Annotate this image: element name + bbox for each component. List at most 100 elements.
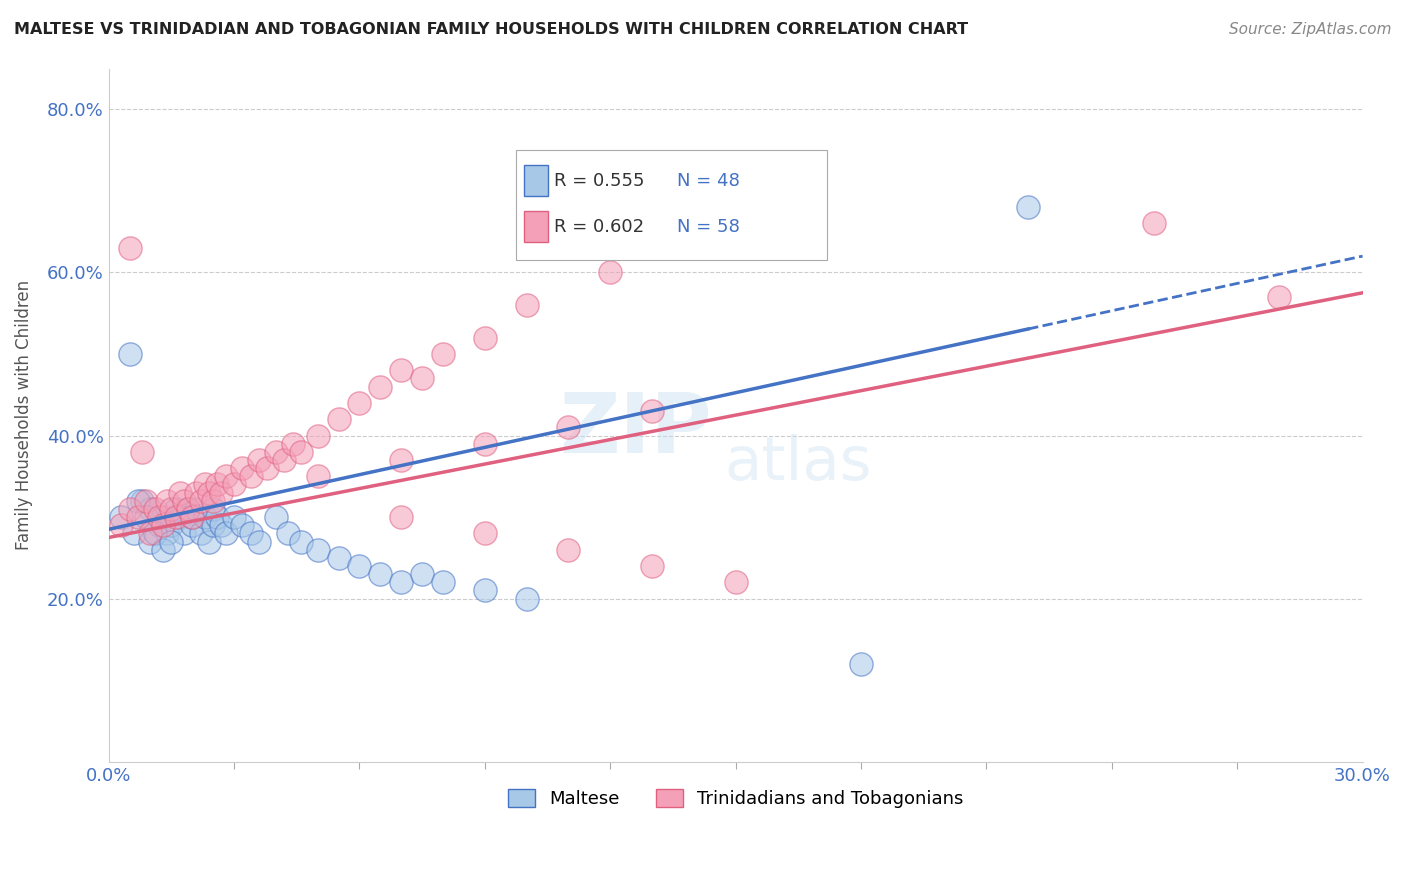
Point xyxy=(131,493,153,508)
Point xyxy=(143,526,166,541)
Text: R = 0.602: R = 0.602 xyxy=(554,218,644,235)
Point xyxy=(247,453,270,467)
Text: N = 58: N = 58 xyxy=(678,218,740,235)
Point xyxy=(118,502,141,516)
Point xyxy=(231,461,253,475)
Point xyxy=(118,241,141,255)
Point xyxy=(277,526,299,541)
Point xyxy=(202,518,225,533)
Point xyxy=(349,396,371,410)
Point xyxy=(474,331,496,345)
Point xyxy=(152,518,174,533)
Point xyxy=(177,502,200,516)
Point xyxy=(139,526,162,541)
Point xyxy=(349,559,371,574)
Point xyxy=(264,510,287,524)
Point xyxy=(127,493,149,508)
Point xyxy=(641,404,664,418)
Point xyxy=(307,469,329,483)
Text: MALTESE VS TRINIDADIAN AND TOBAGONIAN FAMILY HOUSEHOLDS WITH CHILDREN CORRELATIO: MALTESE VS TRINIDADIAN AND TOBAGONIAN FA… xyxy=(14,22,969,37)
Point xyxy=(474,583,496,598)
Point xyxy=(202,502,225,516)
Point xyxy=(281,436,304,450)
Point xyxy=(307,428,329,442)
Point xyxy=(160,502,183,516)
Point xyxy=(328,550,350,565)
Point xyxy=(474,436,496,450)
Point xyxy=(307,542,329,557)
Point xyxy=(139,502,162,516)
Legend: Maltese, Trinidadians and Tobagonians: Maltese, Trinidadians and Tobagonians xyxy=(501,781,970,815)
Point xyxy=(207,510,229,524)
Point xyxy=(165,502,187,516)
Text: N = 48: N = 48 xyxy=(678,172,740,190)
Point xyxy=(165,510,187,524)
Point xyxy=(231,518,253,533)
Text: Source: ZipAtlas.com: Source: ZipAtlas.com xyxy=(1229,22,1392,37)
Point xyxy=(1268,290,1291,304)
Point xyxy=(177,502,200,516)
Point xyxy=(110,510,132,524)
Point xyxy=(222,477,245,491)
Point xyxy=(432,347,454,361)
Point xyxy=(389,575,412,590)
Text: atlas: atlas xyxy=(724,434,872,493)
Text: ZIP: ZIP xyxy=(560,389,711,469)
Point xyxy=(474,526,496,541)
Point xyxy=(557,420,579,434)
Point xyxy=(202,493,225,508)
Point xyxy=(181,518,204,533)
Point xyxy=(148,510,170,524)
Point xyxy=(389,510,412,524)
Point xyxy=(156,526,179,541)
Point xyxy=(247,534,270,549)
Point xyxy=(211,518,233,533)
Point xyxy=(411,371,433,385)
Point xyxy=(173,493,195,508)
Point xyxy=(256,461,278,475)
Point xyxy=(557,542,579,557)
Point xyxy=(766,208,789,222)
Point xyxy=(290,534,312,549)
Point xyxy=(122,526,145,541)
Point xyxy=(1142,217,1164,231)
Point xyxy=(194,510,217,524)
Point xyxy=(169,485,191,500)
Point xyxy=(135,510,157,524)
Point xyxy=(198,485,221,500)
Point xyxy=(181,510,204,524)
Point xyxy=(724,575,747,590)
Point xyxy=(194,477,217,491)
Point xyxy=(239,526,262,541)
Point xyxy=(368,379,391,393)
Point xyxy=(214,469,236,483)
Point xyxy=(328,412,350,426)
Point xyxy=(516,591,538,606)
Point xyxy=(432,575,454,590)
Point xyxy=(207,477,229,491)
Point xyxy=(211,485,233,500)
Point xyxy=(143,502,166,516)
Point xyxy=(190,526,212,541)
Point xyxy=(368,567,391,582)
Point xyxy=(160,534,183,549)
Point xyxy=(131,445,153,459)
Point xyxy=(148,518,170,533)
Point xyxy=(110,518,132,533)
Point xyxy=(273,453,295,467)
Point xyxy=(411,567,433,582)
Point xyxy=(214,526,236,541)
Point xyxy=(516,298,538,312)
Point xyxy=(152,542,174,557)
Point xyxy=(139,534,162,549)
Point xyxy=(389,363,412,377)
Point xyxy=(222,510,245,524)
Point xyxy=(389,453,412,467)
Point xyxy=(186,502,208,516)
Point xyxy=(1017,200,1039,214)
Point xyxy=(135,493,157,508)
Y-axis label: Family Households with Children: Family Households with Children xyxy=(15,280,32,550)
Text: R = 0.555: R = 0.555 xyxy=(554,172,644,190)
Point xyxy=(198,534,221,549)
Point xyxy=(173,526,195,541)
